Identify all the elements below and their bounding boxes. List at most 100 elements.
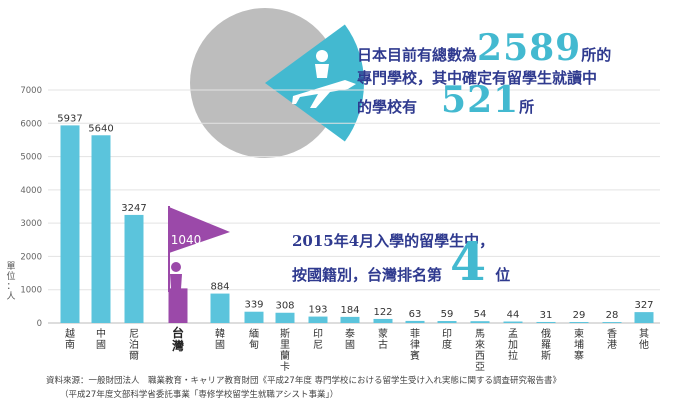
bar [124, 214, 144, 323]
x-axis: 越南中國尼泊爾台灣韓國緬甸斯里蘭卡印尼泰國蒙古菲律賓印度馬來西亞孟加拉俄羅斯柬埔… [65, 325, 649, 373]
x-tick-label-char: 孟 [508, 328, 518, 340]
x-tick-label-char: 國 [96, 339, 106, 351]
y-tick-label: 4000 [20, 186, 42, 196]
value-label: 1040 [171, 233, 202, 247]
rank-headline-part: 按國籍別，台灣排名第 [292, 266, 443, 284]
value-label: 308 [275, 301, 294, 312]
source-line-1: 資料來源：一般財団法人 職業教育・キャリア教育財団《平成27年度 専門学校におけ… [46, 376, 562, 386]
rank-headline: 2015年4月入學的留學生中， 按國籍別，台灣排名第 4 位 [292, 230, 511, 289]
x-tick-label-char: 賓 [410, 349, 420, 362]
x-tick-label-char: 度 [442, 338, 452, 351]
bars [60, 125, 654, 323]
x-tick-label-char: 埔 [574, 338, 584, 351]
gridlines [48, 89, 660, 324]
y-axis-label: 單位：人 [4, 262, 18, 302]
x-tick-label-char: 拉 [508, 349, 518, 362]
x-tick-label-char: 香 [607, 328, 617, 340]
value-label: 193 [308, 305, 327, 316]
pie-headline-part: 的學校有 [357, 98, 418, 116]
source-line-2: （平成27年度文部科学省委託事業「専修学校留学生就職アシスト事業」） [60, 390, 339, 400]
x-tick-label-char: 爾 [129, 350, 139, 362]
pie-headline-line: 專門學校，其中確定有留學生就讀中 [357, 69, 598, 87]
x-tick-label-char: 緬 [249, 327, 259, 340]
value-label: 184 [340, 305, 359, 316]
bar [470, 321, 490, 323]
x-tick-label-char: 律 [410, 338, 420, 351]
x-tick-label-char: 韓 [215, 328, 225, 340]
pie-slice-highlight [265, 24, 364, 142]
x-tick-label-char: 南 [65, 338, 75, 351]
x-tick-label-char: 古 [378, 338, 388, 351]
bar [244, 311, 264, 323]
x-tick-label-char: 港 [607, 339, 617, 351]
y-axis-label-char: 位 [6, 272, 16, 282]
value-label: 31 [540, 310, 553, 321]
x-tick-label-char: 國 [215, 339, 225, 351]
value-label: 122 [373, 307, 392, 318]
value-label: 29 [573, 310, 586, 321]
total-schools-number: 2589 [477, 27, 582, 69]
x-tick-label-char: 甸 [249, 338, 259, 351]
value-label: 28 [606, 310, 619, 321]
airplane-person-icon [292, 50, 356, 108]
person-body [170, 274, 182, 289]
bar [437, 321, 457, 323]
pie-chart [190, 8, 364, 158]
x-tick-label-char: 尼 [129, 328, 139, 340]
value-labels: 5937 5640 3247 884 339 308 193 184 122 63 59 54 44 31… [57, 113, 653, 321]
pie-headline-part: 日本目前有總數為 [357, 46, 478, 64]
value-label: 59 [441, 309, 454, 320]
x-tick-label-char: 國 [345, 339, 355, 351]
person-body-icon [315, 64, 329, 78]
bar [60, 125, 80, 323]
x-tick-label-char: 西 [475, 351, 485, 362]
x-tick-label-char: 俄 [541, 328, 551, 340]
bar [275, 312, 295, 323]
y-axis-label-char: 人 [6, 292, 16, 302]
x-tick-label-char: 印 [442, 328, 452, 340]
x-tick-label-char: 台 [172, 325, 184, 340]
x-tick-label-char: 印 [313, 328, 323, 340]
value-label: 63 [409, 309, 422, 320]
rank-number: 4 [450, 232, 488, 293]
x-tick-label-char: 亞 [475, 362, 485, 373]
bar [340, 316, 360, 323]
pie-headline-part: 所 [519, 98, 535, 116]
value-label: 3247 [121, 203, 146, 214]
x-tick-label-char: 泰 [345, 327, 355, 340]
x-tick-label-char: 他 [639, 338, 649, 351]
x-tick-label-char: 里 [280, 339, 290, 351]
decorations: 1040 [168, 206, 230, 292]
y-tick-label: 6000 [20, 119, 42, 129]
value-label: 54 [474, 309, 487, 320]
pie-headline-part: 所的 [581, 46, 612, 64]
pie-headline: 日本目前有總數為2589所的 專門學校，其中確定有留學生就讀中 的學校有 521所 [357, 30, 612, 123]
y-tick-label: 7000 [20, 86, 42, 96]
x-tick-label-char: 蘭 [280, 349, 290, 362]
x-tick-label-char: 來 [475, 339, 485, 351]
x-tick-label-char: 加 [508, 339, 518, 351]
bar [634, 312, 654, 323]
x-tick-label-char: 卡 [280, 360, 290, 373]
value-label: 339 [244, 300, 263, 311]
bar [405, 320, 425, 323]
x-tick-label-char: 斯 [541, 349, 551, 362]
x-tick-label-char: 斯 [280, 327, 290, 340]
person-head-icon [316, 50, 328, 62]
value-label: 5640 [88, 123, 113, 134]
bar [569, 322, 589, 323]
x-tick-label-char: 越 [65, 327, 75, 340]
person-head [171, 262, 181, 272]
x-tick-label-char: 蒙 [378, 327, 388, 340]
value-label: 327 [634, 300, 653, 311]
y-axis: 0 1000 2000 3000 4000 5000 6000 7000 [20, 86, 42, 329]
rank-headline-part: 位 [495, 266, 511, 284]
flag-icon: 1040 [168, 206, 230, 292]
bar [373, 318, 393, 323]
y-tick-label: 2000 [20, 252, 42, 262]
y-tick-label: 0 [37, 319, 42, 329]
y-axis-label-char: 單 [6, 262, 16, 272]
y-tick-label: 5000 [20, 153, 42, 163]
